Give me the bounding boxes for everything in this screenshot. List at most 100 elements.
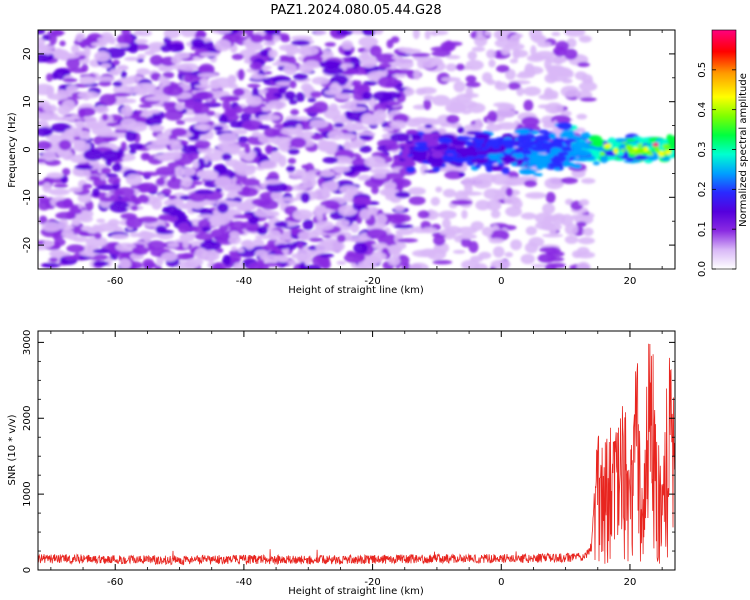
heat-cell [101,113,109,121]
signal-peak-cell [627,149,633,153]
heat-cell [291,40,311,46]
heat-cell [279,197,299,202]
heat-cell [249,61,263,71]
heat-cell [261,244,278,251]
colorbar-tick-label: 0.4 [697,102,708,118]
heat-cell [136,68,151,76]
signal-cell [499,139,517,145]
x-tick-label: -40 [236,276,252,287]
heat-cell [225,159,241,167]
heat-cell [186,258,204,267]
heat-cell [528,236,545,248]
heat-cell [375,53,397,64]
heat-cell [313,30,327,35]
heat-cell [486,49,496,59]
heat-cell [508,34,520,47]
heat-cell [175,101,185,111]
heat-cell [561,78,573,84]
heat-cell [38,158,46,163]
heat-cell [254,209,274,218]
heat-cell [373,30,384,35]
heat-cell [235,105,243,112]
signal-cell [534,134,551,142]
heat-cell [560,214,574,227]
heat-cell [576,113,588,120]
signal-cell [666,135,675,144]
heat-cell [157,193,165,200]
heat-cell [163,35,172,47]
heat-cell [211,262,227,269]
heat-cell [80,225,93,232]
heat-cell [552,46,567,57]
heat-cell [460,237,472,248]
signal-cell [540,154,553,159]
signal-cell [661,156,671,161]
heat-cell [301,176,317,189]
heat-cell [392,73,407,78]
heat-cell [523,99,534,111]
heat-cell [297,242,304,250]
heat-cell [188,136,200,141]
heat-cell [303,60,320,69]
heat-cell [574,71,588,81]
heat-cell [140,195,150,204]
heat-cell [520,253,536,265]
heat-cell [315,241,334,253]
heat-cell [218,114,228,125]
heat-cell [150,72,162,81]
heat-cell [493,189,509,194]
heat-cell [160,252,178,262]
heat-cell [299,261,307,269]
heat-cell [237,203,249,212]
heat-cell [115,242,137,252]
signal-cell [551,139,563,146]
heat-cell [289,80,297,89]
heat-cell [578,35,592,43]
heat-cell [394,205,405,212]
heat-cell [413,69,421,80]
heat-cell [350,222,360,234]
heat-cell [336,260,347,265]
heat-cell [194,189,215,195]
heat-cell [581,178,596,184]
heat-cell [445,63,457,72]
heat-cell [359,208,372,220]
heat-cell [240,112,253,121]
signal-cell [570,143,580,151]
heat-cell [120,105,133,117]
heat-cell [467,102,486,114]
heat-cell [118,258,132,269]
heat-cell [52,231,59,241]
heat-cell [296,46,319,56]
heat-cell [63,255,79,260]
signal-peak-cell [604,147,610,151]
signal-cell [592,161,600,166]
colorbar-tick-label: 0.1 [697,221,708,237]
heat-cell [408,196,426,206]
signal-cell [534,140,546,148]
heat-cell [83,149,103,161]
signal-cell [514,128,531,135]
heat-cell [85,236,108,248]
heat-cell [488,59,496,68]
heat-cell [72,236,89,243]
heat-cell [149,124,165,132]
heat-cell [467,50,478,61]
heat-cell [318,142,338,153]
heat-cell [563,30,586,37]
spectrogram-panel: -60 -40 -20 0 20 -20 -10 0 10 20 Height of strai… [7,29,676,296]
heat-cell [564,48,578,60]
signal-peak-cell [662,144,670,149]
heat-cell [92,187,100,197]
heat-cell [51,251,71,258]
heat-cell [55,199,74,209]
heat-cell [125,217,143,229]
heat-cell [197,158,206,170]
heat-cell [393,154,401,166]
heat-cell [182,239,190,249]
heat-cell [259,199,279,210]
snr-x-ticks: -60 -40 -20 0 20 [50,331,663,588]
heat-cell [193,103,210,115]
snr-frame [37,330,676,571]
heat-cell [333,122,344,128]
